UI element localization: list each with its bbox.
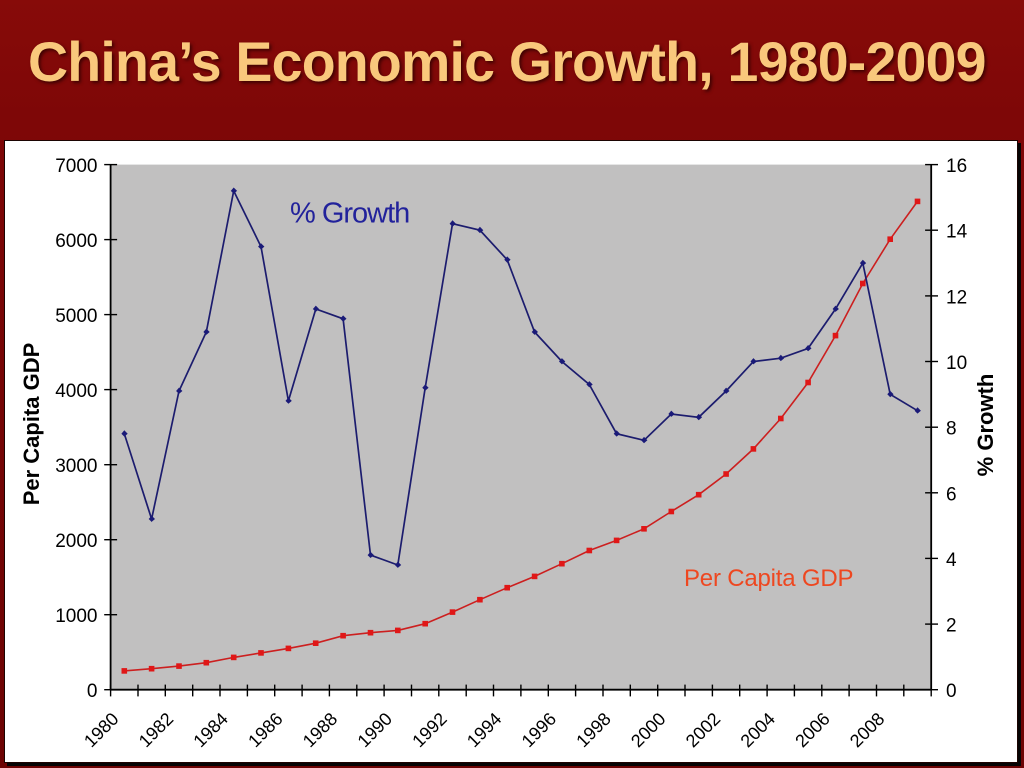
svg-text:2008: 2008: [846, 709, 888, 751]
svg-text:1994: 1994: [463, 709, 505, 751]
svg-text:12: 12: [946, 287, 967, 308]
svg-text:2: 2: [946, 616, 957, 637]
svg-text:Per Capita GDP: Per Capita GDP: [684, 565, 853, 592]
svg-text:4000: 4000: [55, 381, 97, 402]
svg-text:1000: 1000: [55, 606, 97, 627]
svg-text:6: 6: [946, 484, 957, 505]
svg-text:7000: 7000: [55, 156, 97, 177]
svg-text:1984: 1984: [189, 709, 231, 751]
svg-text:% Growth: % Growth: [290, 197, 409, 229]
svg-text:1986: 1986: [244, 709, 286, 751]
svg-text:1990: 1990: [354, 709, 396, 751]
svg-text:Per Capita GDP: Per Capita GDP: [19, 343, 44, 506]
svg-text:1980: 1980: [80, 709, 122, 751]
svg-text:2000: 2000: [627, 709, 669, 751]
svg-text:8: 8: [946, 419, 957, 440]
svg-text:4: 4: [946, 550, 957, 571]
svg-text:14: 14: [946, 222, 968, 243]
svg-text:1992: 1992: [408, 709, 450, 751]
svg-text:1982: 1982: [135, 709, 177, 751]
svg-text:2002: 2002: [682, 709, 724, 751]
svg-text:1998: 1998: [572, 709, 614, 751]
svg-text:1988: 1988: [299, 709, 341, 751]
svg-text:5000: 5000: [55, 306, 97, 327]
svg-text:0: 0: [87, 681, 98, 702]
svg-text:6000: 6000: [55, 231, 97, 252]
svg-text:2006: 2006: [791, 709, 833, 751]
svg-text:1996: 1996: [518, 709, 560, 751]
svg-text:2004: 2004: [737, 709, 779, 751]
svg-text:% Growth: % Growth: [973, 374, 998, 477]
svg-text:0: 0: [946, 681, 957, 702]
svg-text:2000: 2000: [55, 531, 97, 552]
svg-text:10: 10: [946, 353, 967, 374]
svg-text:3000: 3000: [55, 456, 97, 477]
svg-text:16: 16: [946, 156, 967, 177]
